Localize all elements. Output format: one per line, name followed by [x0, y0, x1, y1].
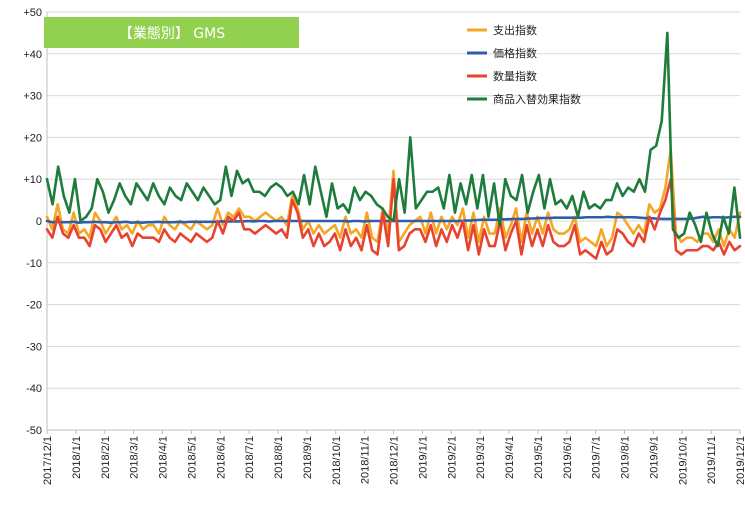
x-tick-label: 2019/9/1: [648, 436, 660, 479]
x-tick-label: 2018/12/1: [389, 436, 401, 485]
chart-title-box: 【業態別】 GMS: [44, 17, 299, 48]
x-tick-label: 2018/5/1: [186, 436, 198, 479]
chart-title: 【業態別】 GMS: [119, 26, 225, 42]
x-tick-label: 2018/10/1: [331, 436, 343, 485]
x-tick-label: 2019/7/1: [591, 436, 603, 479]
x-tick-label: 2019/3/1: [475, 436, 487, 479]
y-tick-label: +50: [23, 7, 42, 19]
x-tick-label: 2019/2/1: [446, 436, 458, 479]
x-tick-label: 2019/6/1: [562, 436, 574, 479]
x-tick-label: 2018/7/1: [244, 436, 256, 479]
x-tick-label: 2018/2/1: [100, 436, 112, 479]
y-tick-label: -20: [26, 300, 42, 312]
y-tick-label: -30: [26, 341, 42, 353]
chart-title-background: [44, 17, 299, 48]
x-tick-label: 2019/11/1: [706, 436, 718, 484]
x-tick-label: 2018/11/1: [360, 436, 372, 484]
y-axis-tick-labels: +50 +40 +30 +20 +10 0 -10 -20 -30 -40 -50: [23, 7, 42, 437]
legend-label: 支出指数: [493, 23, 537, 37]
y-tick-label: +10: [23, 174, 42, 186]
y-tick-label: -50: [26, 425, 42, 437]
legend-label: 数量指数: [493, 69, 537, 83]
x-tick-label: 2018/4/1: [158, 436, 170, 479]
series-line-3: [45, 177, 742, 260]
x-tick-label: 2019/4/1: [504, 436, 516, 479]
y-tick-label: 0: [36, 216, 42, 228]
legend-label: 価格指数: [493, 46, 537, 60]
x-tick-label: 2019/1/1: [417, 436, 429, 479]
x-tick-label: 2018/8/1: [273, 436, 285, 479]
y-tick-label: +40: [23, 49, 42, 61]
x-tick-label: 2019/10/1: [677, 436, 689, 485]
x-tick-label: 2019/12/1: [735, 436, 745, 485]
x-tick-label: 2018/6/1: [215, 436, 227, 479]
x-tick-label: 2018/1/1: [71, 436, 83, 479]
x-axis-tick-labels: 2017/12/1 2018/1/1 2018/2/1 2018/3/1 2018/4/…: [42, 430, 745, 485]
x-tick-label: 2019/5/1: [533, 436, 545, 479]
series-line-4: [45, 31, 742, 248]
y-tick-label: +30: [23, 91, 42, 103]
series-lines: [45, 31, 742, 260]
x-tick-label: 2019/8/1: [620, 436, 632, 479]
y-tick-label: -10: [26, 258, 42, 270]
x-tick-label: 2018/9/1: [302, 436, 314, 479]
x-tick-label: 2017/12/1: [42, 436, 54, 485]
series-line-1: [45, 148, 742, 248]
y-tick-label: -40: [26, 383, 42, 395]
y-tick-label: +20: [23, 132, 42, 144]
x-tick-label: 2018/3/1: [129, 436, 141, 479]
legend-label: 商品入替効果指数: [493, 92, 581, 106]
